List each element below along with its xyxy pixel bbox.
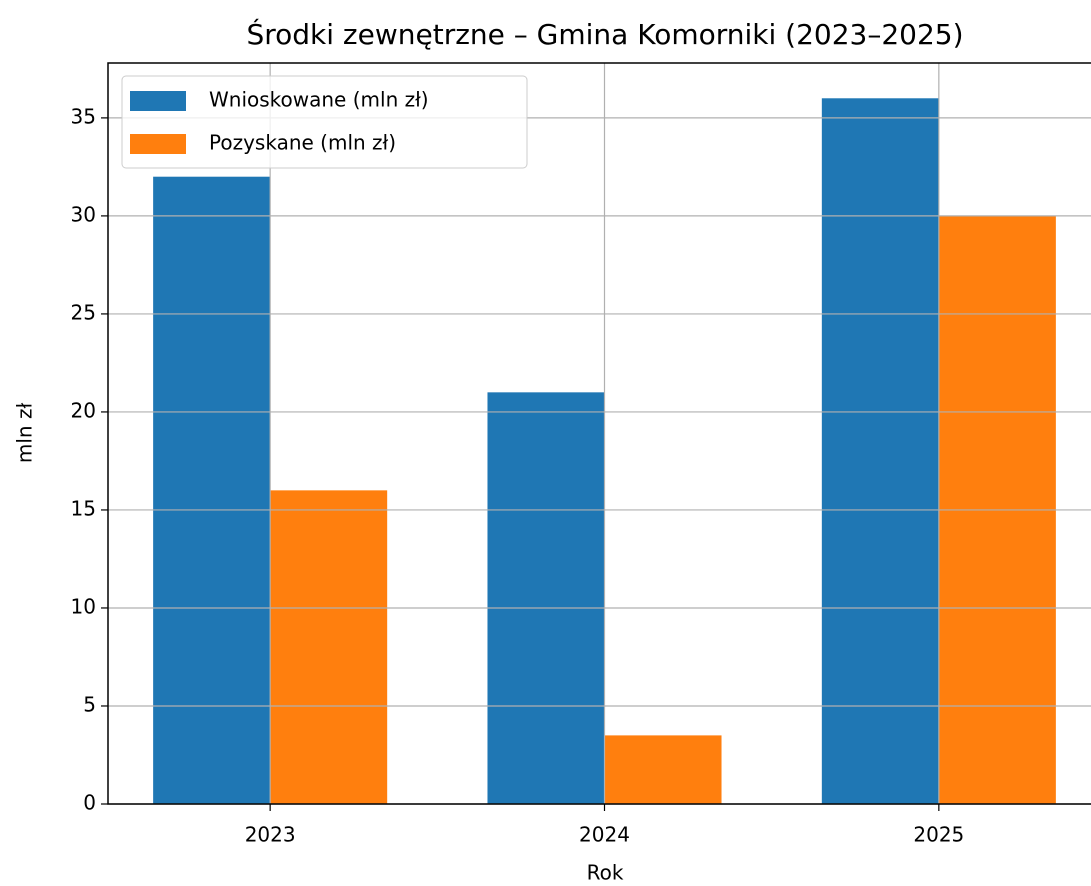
bar [604, 735, 722, 804]
bar [153, 176, 271, 804]
legend-swatch [130, 91, 186, 111]
bar [270, 490, 388, 804]
x-tick-label: 2024 [579, 823, 630, 847]
legend-swatch [130, 134, 186, 154]
y-tick-label: 15 [71, 496, 96, 520]
legend-label: Pozyskane (mln zł) [209, 131, 396, 155]
y-tick-label: 0 [83, 791, 96, 815]
x-axis-label: Rok [587, 861, 624, 885]
legend-box [121, 75, 528, 169]
y-tick-label: 20 [71, 398, 96, 422]
chart-title: Środki zewnętrzne – Gmina Komorniki (202… [246, 17, 963, 51]
y-tick-label: 10 [71, 594, 96, 618]
y-axis-label: mln zł [13, 403, 37, 464]
x-tick-label: 2023 [245, 823, 296, 847]
y-tick-label: 5 [83, 692, 96, 716]
x-tick-label: 2025 [913, 823, 964, 847]
bar [821, 98, 939, 805]
y-tick-label: 25 [71, 300, 96, 324]
y-tick-label: 35 [71, 104, 96, 128]
bar [487, 392, 605, 804]
y-tick-label: 30 [71, 202, 96, 226]
legend-label: Wnioskowane (mln zł) [209, 88, 429, 112]
plot-frame [107, 62, 1091, 805]
